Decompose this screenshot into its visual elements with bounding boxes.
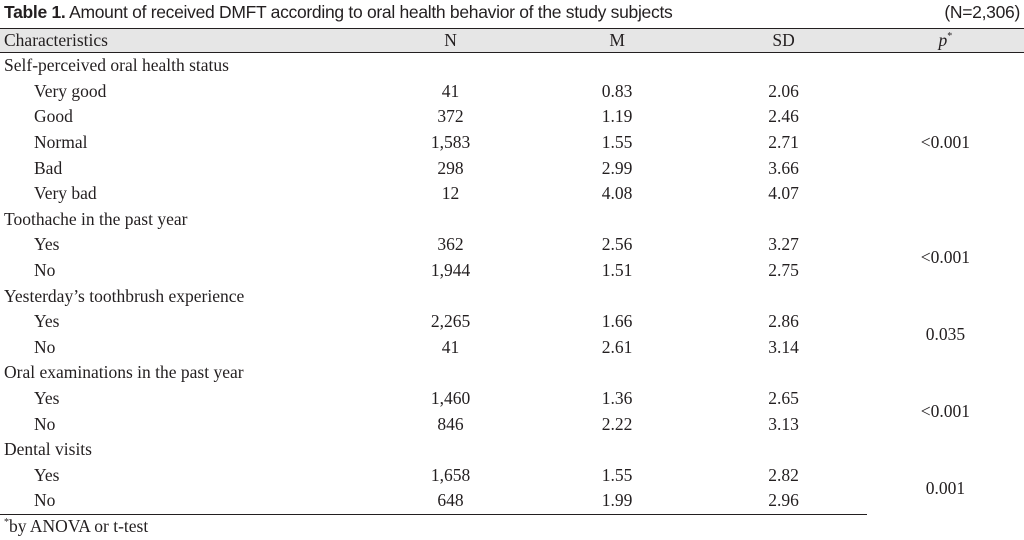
row-label: No bbox=[0, 488, 368, 515]
cell-n: 1,583 bbox=[430, 132, 471, 153]
cell-m: 1.36 bbox=[601, 388, 633, 409]
cell-m: 2.56 bbox=[601, 234, 633, 255]
cell-p-value: <0.001 bbox=[920, 247, 971, 268]
cell-sd: 2.75 bbox=[768, 260, 799, 281]
group-row: Dental visits bbox=[0, 437, 1024, 463]
header-p-symbol: p bbox=[938, 30, 948, 50]
cell-m: 2.99 bbox=[601, 157, 633, 178]
cell-m: 1.19 bbox=[601, 106, 633, 127]
table-row: Yes 362 2.56 3.27 <0.001 bbox=[0, 232, 1024, 267]
cell-n: 846 bbox=[437, 413, 464, 434]
data-table: Characteristics N M SD p* Self-perceived… bbox=[0, 28, 1024, 515]
group-title: Dental visits bbox=[4, 439, 92, 460]
cell-p-value: 0.001 bbox=[925, 477, 966, 498]
table-row: Bad 298 2.99 3.66 bbox=[0, 155, 1024, 181]
cell-sd: 2.46 bbox=[768, 106, 799, 127]
group-row: Toothache in the past year bbox=[0, 207, 1024, 233]
cell-p-value: 0.035 bbox=[925, 324, 966, 345]
cell-m: 4.08 bbox=[601, 183, 633, 204]
group-title: Toothache in the past year bbox=[4, 208, 188, 229]
header-p: p* bbox=[866, 28, 1024, 53]
cell-m: 1.51 bbox=[601, 260, 633, 281]
sample-size: (N=2,306) bbox=[944, 2, 1020, 22]
header-row: Characteristics N M SD p* bbox=[0, 28, 1024, 53]
cell-sd: 3.66 bbox=[768, 157, 799, 178]
cell-n: 2,265 bbox=[430, 311, 471, 332]
row-label: No bbox=[34, 413, 56, 434]
cell-m: 2.22 bbox=[601, 413, 633, 434]
cell-sd: 2.65 bbox=[768, 388, 799, 409]
cell-n: 1,658 bbox=[430, 464, 471, 485]
row-label: No bbox=[34, 260, 56, 281]
group-row: Yesterday’s toothbrush experience bbox=[0, 283, 1024, 309]
cell-sd: 4.07 bbox=[768, 183, 799, 204]
cell-sd: 2.71 bbox=[768, 132, 799, 153]
table-row: No 648 1.99 2.96 bbox=[0, 488, 1024, 515]
cell-sd: 2.96 bbox=[700, 488, 867, 515]
table-row: Normal 1,583 1.55 2.71 bbox=[0, 130, 1024, 156]
cell-sd: 2.86 bbox=[768, 311, 799, 332]
header-p-footnote-mark: * bbox=[947, 31, 953, 43]
table-row: Yes 1,460 1.36 2.65 <0.001 bbox=[0, 386, 1024, 421]
table-title-text: Amount of received DMFT according to ora… bbox=[65, 2, 673, 22]
table-row: Very good 41 0.83 2.06 <0.001 bbox=[0, 79, 1024, 152]
row-label: Normal bbox=[34, 132, 88, 153]
table-row: No 1,944 1.51 2.75 bbox=[0, 258, 1024, 284]
table-row: Very bad 12 4.08 4.07 bbox=[0, 181, 1024, 207]
table-row: No 846 2.22 3.13 bbox=[0, 411, 1024, 437]
table-row: Yes 1,658 1.55 2.82 0.001 bbox=[0, 463, 1024, 498]
table-row: Good 372 1.19 2.46 bbox=[0, 104, 1024, 130]
row-label: Yes bbox=[34, 311, 60, 332]
cell-n: 41 bbox=[441, 80, 460, 101]
cell-sd: 3.13 bbox=[768, 413, 799, 434]
cell-n: 12 bbox=[441, 183, 460, 204]
cell-sd: 3.27 bbox=[768, 234, 799, 255]
table-caption: Table 1. Amount of received DMFT accordi… bbox=[4, 0, 1020, 26]
group-title: Yesterday’s toothbrush experience bbox=[4, 285, 245, 306]
row-label: Very good bbox=[34, 80, 107, 101]
cell-m: 1.99 bbox=[533, 488, 701, 515]
row-label: Good bbox=[34, 106, 73, 127]
group-title: Oral examinations in the past year bbox=[4, 362, 244, 383]
group-title: Self-perceived oral health status bbox=[4, 55, 229, 76]
footnote-mark: * bbox=[4, 517, 9, 529]
row-label: No bbox=[34, 336, 56, 357]
row-label: Yes bbox=[34, 388, 60, 409]
row-label: Very bad bbox=[34, 183, 97, 204]
table-body: Self-perceived oral health status Very go… bbox=[0, 53, 1024, 515]
cell-sd: 2.82 bbox=[768, 464, 799, 485]
row-label: Yes bbox=[34, 464, 60, 485]
group-row: Self-perceived oral health status bbox=[0, 53, 1024, 79]
cell-sd: 2.06 bbox=[768, 80, 799, 101]
header-m: M bbox=[533, 28, 701, 53]
cell-n: 298 bbox=[437, 157, 464, 178]
cell-n: 648 bbox=[367, 488, 534, 515]
cell-m: 0.83 bbox=[601, 80, 633, 101]
cell-m: 1.55 bbox=[601, 132, 633, 153]
row-label: Yes bbox=[34, 234, 60, 255]
table-title: Table 1. Amount of received DMFT accordi… bbox=[4, 2, 673, 23]
cell-n: 41 bbox=[441, 336, 460, 357]
cell-p-value: <0.001 bbox=[920, 132, 971, 153]
header-n: N bbox=[367, 28, 534, 53]
header-characteristics: Characteristics bbox=[0, 28, 368, 53]
cell-n: 1,460 bbox=[430, 388, 471, 409]
cell-n: 1,944 bbox=[430, 260, 471, 281]
cell-sd: 3.14 bbox=[768, 336, 799, 357]
table-label: Table 1. bbox=[4, 2, 66, 22]
group-row: Oral examinations in the past year bbox=[0, 360, 1024, 386]
row-label: Bad bbox=[34, 157, 63, 178]
cell-p-value: <0.001 bbox=[920, 400, 971, 421]
table-row: Yes 2,265 1.66 2.86 0.035 bbox=[0, 309, 1024, 344]
cell-n: 362 bbox=[437, 234, 464, 255]
cell-m: 1.66 bbox=[601, 311, 633, 332]
header-sd: SD bbox=[700, 28, 867, 53]
table-row: No 41 2.61 3.14 bbox=[0, 335, 1024, 361]
cell-m: 1.55 bbox=[601, 464, 633, 485]
cell-n: 372 bbox=[437, 106, 464, 127]
footnote-text: by ANOVA or t-test bbox=[9, 516, 149, 536]
cell-m: 2.61 bbox=[601, 336, 633, 357]
footnote: *by ANOVA or t-test bbox=[4, 516, 148, 537]
